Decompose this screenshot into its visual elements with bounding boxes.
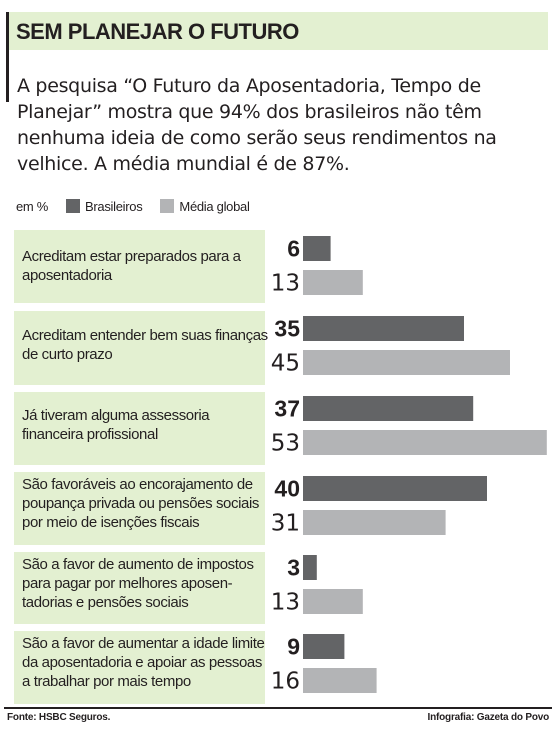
category-label-6: São a favor de aumentar a idade limite d… — [22, 635, 265, 690]
bar-brasileiros-1 — [303, 236, 331, 261]
category-label-5: São a favor de aumento de impostos para … — [22, 556, 254, 611]
source-note: Fonte: HSBC Seguros. — [7, 712, 111, 723]
legend: em % Brasileiros Média global — [16, 196, 268, 216]
bar-brasileiros-6 — [303, 634, 345, 659]
legend-unit: em % — [16, 198, 49, 214]
bar-media-global-2 — [303, 350, 510, 375]
legend-swatch-brasileiros — [66, 199, 81, 213]
chart-title: SEM PLANEJAR O FUTURO — [16, 19, 299, 44]
bar-brasileiros-4 — [303, 476, 487, 501]
value-label-media-global-4: 31 — [271, 511, 300, 537]
bar-brasileiros-3 — [303, 396, 474, 421]
bar-brasileiros-2 — [303, 316, 464, 341]
value-label-brasileiros-3: 37 — [274, 396, 300, 422]
value-label-media-global-5: 13 — [271, 590, 300, 616]
legend-label-brasileiros: Brasileiros — [85, 198, 143, 214]
bar-media-global-3 — [303, 430, 547, 455]
category-label-2: Acreditam entender bem suas finanças de … — [22, 327, 268, 363]
row-box-3 — [14, 392, 265, 465]
bar-media-global-4 — [303, 510, 446, 535]
bar-media-global-6 — [303, 668, 377, 693]
value-label-media-global-1: 13 — [271, 271, 300, 297]
value-label-media-global-6: 16 — [271, 669, 300, 695]
category-label-3: Já tiveram alguma assessoria financeira … — [22, 407, 210, 443]
value-label-brasileiros-5: 3 — [287, 555, 300, 581]
title-accent-rule — [6, 12, 9, 50]
row-box-2 — [14, 311, 265, 385]
value-label-media-global-3: 53 — [271, 431, 300, 457]
bar-media-global-5 — [303, 589, 363, 614]
value-label-brasileiros-1: 6 — [287, 236, 300, 262]
lead-accent-rule — [6, 50, 9, 102]
title-bar — [6, 12, 548, 50]
bar-media-global-1 — [303, 270, 363, 295]
row-box-5 — [14, 552, 265, 624]
value-label-brasileiros-6: 9 — [287, 634, 300, 660]
legend-label-media-global: Média global — [179, 198, 250, 214]
lead-paragraph: A pesquisa “O Futuro da Aposentadoria, T… — [17, 75, 497, 175]
row-box-6 — [14, 631, 265, 704]
bar-brasileiros-5 — [303, 555, 317, 580]
credit-note: Infografia: Gazeta do Povo — [427, 712, 550, 723]
row-box-1 — [14, 230, 265, 303]
value-label-brasileiros-2: 35 — [274, 316, 300, 342]
value-label-media-global-2: 45 — [271, 351, 300, 377]
legend-swatch-media-global — [160, 199, 175, 213]
value-label-brasileiros-4: 40 — [274, 476, 300, 502]
category-label-1: Acreditam estar preparados para a aposen… — [22, 248, 241, 284]
category-label-4: São favoráveis ao encorajamento de poupa… — [22, 476, 260, 531]
row-box-4 — [14, 472, 265, 545]
